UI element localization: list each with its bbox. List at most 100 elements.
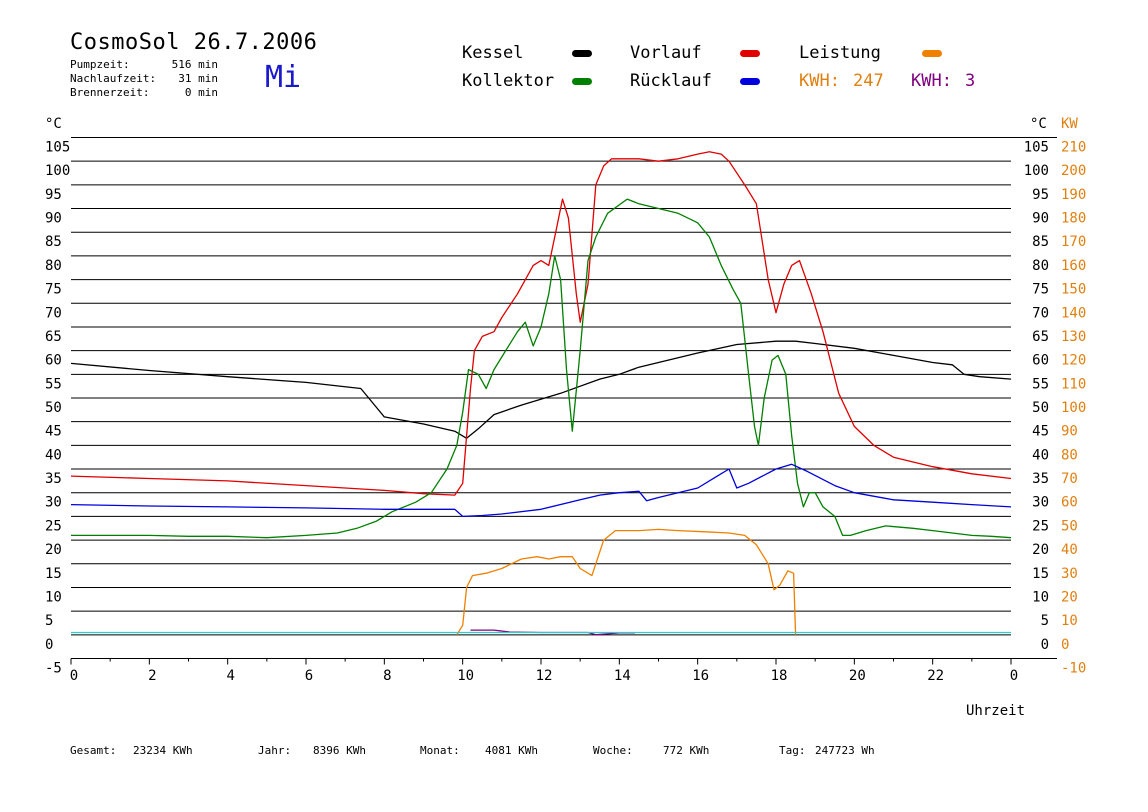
- y-tick-label-right: 30: [1032, 495, 1049, 511]
- gesamt-value: 23234 KWh: [133, 744, 193, 757]
- y-tick-label-right: 35: [1032, 471, 1049, 487]
- legend-kollektor-label: Kollektor: [462, 71, 555, 91]
- x-tick-label: 4: [226, 668, 234, 684]
- y-tick-label-right: 20: [1032, 542, 1049, 558]
- series-line-kessel: [70, 340, 1012, 439]
- tag-value: 247723 Wh: [815, 744, 875, 757]
- kw-tick-label: 60: [1061, 495, 1078, 511]
- kwh-violet-label: KWH:: [911, 71, 952, 91]
- series-line-kollektor: [71, 198, 1012, 539]
- y-tick-label-right: 0: [1041, 637, 1049, 653]
- series-line-leistung: [456, 528, 797, 636]
- y-tick-label-right: 105: [1024, 140, 1049, 156]
- y-tick-label-left: 100: [45, 163, 70, 179]
- kw-tick-label: 170: [1061, 234, 1086, 250]
- woche-value: 772 KWh: [663, 744, 710, 757]
- y-tick-label-left: 35: [45, 471, 62, 487]
- kw-tick-label: 120: [1061, 353, 1086, 369]
- pumpzeit-label: Pumpzeit:: [70, 58, 130, 71]
- kw-tick-label: 110: [1061, 376, 1086, 392]
- y-tick-label-right: 45: [1032, 424, 1049, 440]
- kw-tick-label: 90: [1061, 424, 1078, 440]
- kw-tick-label: 180: [1061, 211, 1086, 227]
- monat-label: Monat:: [420, 744, 460, 757]
- kw-tick-label: 190: [1061, 187, 1086, 203]
- kw-tick-label: 30: [1061, 566, 1078, 582]
- y-tick-label-left: 95: [45, 187, 62, 203]
- y-tick-label-left: 10: [45, 589, 62, 605]
- gesamt-label: Gesamt:: [70, 744, 117, 757]
- jahr-label: Jahr:: [258, 744, 292, 757]
- kw-tick-label: 200: [1061, 163, 1086, 179]
- kwh-orange-label: KWH:: [799, 71, 840, 91]
- y-axis-unit-left: °C: [45, 116, 62, 132]
- woche-label: Woche:: [593, 744, 633, 757]
- y-axis-unit-right: °C: [1030, 116, 1047, 132]
- series-line-r-cklauf: [70, 463, 1012, 518]
- legend-ruecklauf-label: Rücklauf: [630, 71, 712, 91]
- kw-tick-label: -10: [1061, 661, 1086, 677]
- legend-leistung-swatch: [922, 50, 942, 57]
- weekday-label: Mi: [265, 60, 302, 95]
- x-axis-label: Uhrzeit: [966, 703, 1025, 719]
- kw-axis-unit: KW: [1061, 116, 1078, 132]
- kw-tick-label: 80: [1061, 447, 1078, 463]
- y-tick-label-right: 60: [1032, 353, 1049, 369]
- y-tick-label-left: 25: [45, 518, 62, 534]
- kw-tick-label: 100: [1061, 400, 1086, 416]
- tag-label: Tag:: [779, 744, 806, 757]
- y-tick-label-right: 70: [1032, 305, 1049, 321]
- y-tick-label-right: 50: [1032, 400, 1049, 416]
- nachlaufzeit-value: 31 min: [178, 72, 218, 85]
- y-tick-label-left: 60: [45, 353, 62, 369]
- y-tick-label-right: 90: [1032, 211, 1049, 227]
- chart-grid: [71, 137, 1057, 659]
- x-tick-label: 22: [927, 668, 944, 684]
- y-tick-label-right: 25: [1032, 518, 1049, 534]
- y-tick-label-left: 50: [45, 400, 62, 416]
- legend-kessel-label: Kessel: [462, 43, 524, 63]
- y-tick-label-right: 5: [1041, 613, 1049, 629]
- kw-tick-label: 160: [1061, 258, 1086, 274]
- legend-kessel-swatch: [572, 50, 592, 57]
- y-tick-label-right: 55: [1032, 376, 1049, 392]
- x-tick-label: 20: [849, 668, 866, 684]
- y-tick-label-left: 90: [45, 211, 62, 227]
- y-tick-label-right: 100: [1024, 163, 1049, 179]
- x-tick-label: 6: [305, 668, 313, 684]
- y-tick-label-left: 0: [45, 637, 53, 653]
- y-tick-label-left: 80: [45, 258, 62, 274]
- y-tick-label-left: 20: [45, 542, 62, 558]
- y-tick-label-right: 65: [1032, 329, 1049, 345]
- y-tick-label-left: 30: [45, 495, 62, 511]
- kwh-violet-value: 3: [965, 71, 976, 91]
- y-tick-label-left: 65: [45, 329, 62, 345]
- x-tick-label: 12: [536, 668, 553, 684]
- pumpzeit-value: 516 min: [171, 58, 218, 71]
- y-tick-label-left: 5: [45, 613, 53, 629]
- chart-series: [70, 151, 1012, 636]
- y-tick-label-left: 15: [45, 566, 62, 582]
- kw-tick-label: 130: [1061, 329, 1086, 345]
- x-tick-label: 0: [70, 668, 78, 684]
- kw-tick-label: 10: [1061, 613, 1078, 629]
- x-tick-label: 18: [771, 668, 788, 684]
- x-tick-label: 14: [614, 668, 631, 684]
- y-tick-label-left: 70: [45, 305, 62, 321]
- kw-tick-label: 210: [1061, 140, 1086, 156]
- x-tick-label: 8: [383, 668, 391, 684]
- y-tick-label-right: 40: [1032, 447, 1049, 463]
- brennerzeit-label: Brennerzeit:: [70, 86, 150, 99]
- monat-value: 4081 KWh: [485, 744, 538, 757]
- y-tick-label-right: 75: [1032, 282, 1049, 298]
- legend-kollektor-swatch: [572, 78, 592, 85]
- kw-tick-label: 140: [1061, 305, 1086, 321]
- y-tick-label-left: 75: [45, 282, 62, 298]
- y-tick-label-right: 95: [1032, 187, 1049, 203]
- nachlaufzeit-label: Nachlaufzeit:: [70, 72, 157, 85]
- y-tick-label-left: 55: [45, 376, 62, 392]
- jahr-value: 8396 KWh: [313, 744, 366, 757]
- y-tick-label-right: 10: [1032, 589, 1049, 605]
- x-tick-label: 0: [1010, 668, 1018, 684]
